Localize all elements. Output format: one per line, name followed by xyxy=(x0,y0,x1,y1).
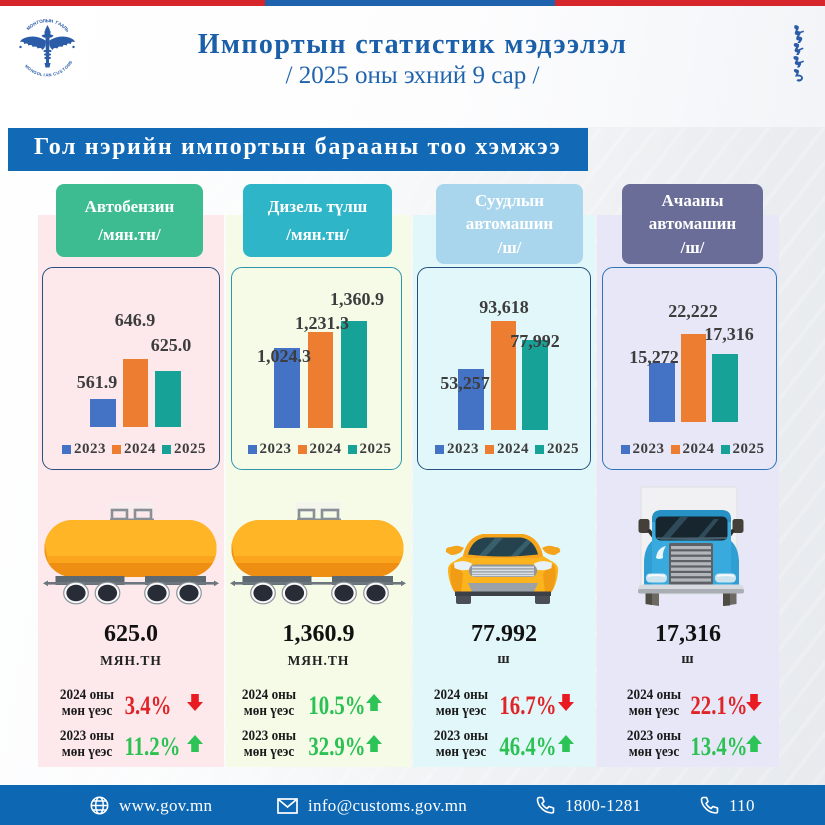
svg-text:L: L xyxy=(39,72,43,78)
svg-text:Л: Л xyxy=(42,18,46,23)
svg-text:M: M xyxy=(66,61,72,67)
svg-text:Г: Г xyxy=(55,20,60,26)
svg-text:I: I xyxy=(43,72,45,77)
svg-text:O: O xyxy=(64,64,70,70)
svg-text:А: А xyxy=(60,23,66,29)
svg-text:Г: Г xyxy=(36,19,41,25)
svg-text:C: C xyxy=(53,71,57,77)
svg-text:T: T xyxy=(61,66,66,72)
svg-text:О: О xyxy=(29,22,35,28)
svg-text:А: А xyxy=(57,21,63,27)
svg-text:O: O xyxy=(36,71,41,77)
svg-text:G: G xyxy=(33,69,38,75)
svg-text:Н: Н xyxy=(32,20,38,26)
svg-text:N: N xyxy=(30,68,35,74)
svg-text:O: O xyxy=(27,66,33,72)
svg-text:Ы: Ы xyxy=(46,18,51,23)
svg-text:S: S xyxy=(59,68,64,74)
svg-text:U: U xyxy=(56,70,61,76)
svg-text:A: A xyxy=(45,73,48,78)
svg-text:М: М xyxy=(26,25,32,31)
svg-text:N: N xyxy=(48,72,52,77)
svg-text:Л: Л xyxy=(62,25,68,31)
svg-text:Н: Н xyxy=(49,18,54,24)
svg-text:О: О xyxy=(39,18,44,24)
svg-text:M: M xyxy=(24,63,30,69)
svg-text:Ь: Ь xyxy=(64,27,70,33)
svg-text:S: S xyxy=(68,60,74,65)
